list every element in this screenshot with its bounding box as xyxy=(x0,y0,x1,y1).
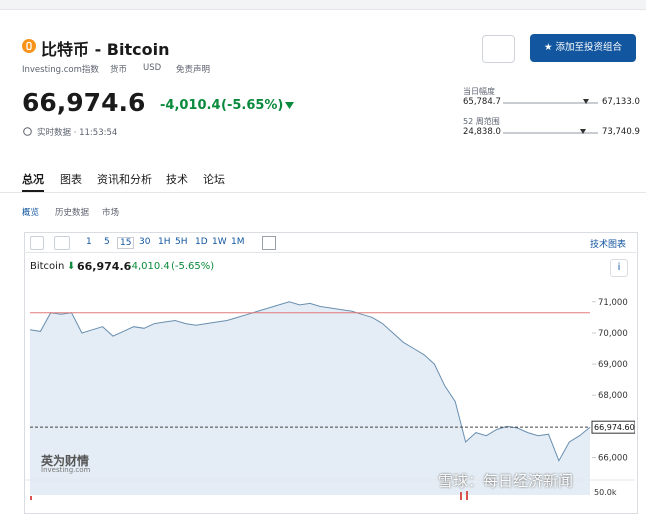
legend-change: -4,010.4 xyxy=(128,261,170,272)
chart-type-icon[interactable] xyxy=(54,236,70,250)
top-bar xyxy=(0,0,646,10)
volume-bar xyxy=(30,496,32,500)
chart-type-icon[interactable] xyxy=(30,236,44,250)
settings-icon[interactable] xyxy=(262,236,276,250)
tab[interactable]: 论坛 xyxy=(203,173,225,186)
interval[interactable]: 5 xyxy=(104,237,110,247)
currency-label: 货币 xyxy=(110,65,128,75)
change-pct: (-5.65%) xyxy=(221,98,284,113)
range-label: 52 周范围 xyxy=(463,117,500,126)
range-high: 67,133.0 xyxy=(602,97,640,107)
tab-underline xyxy=(22,190,44,192)
legend-name: Bitcoin xyxy=(30,261,65,272)
subtab[interactable]: 历史数据 xyxy=(55,208,90,218)
currency[interactable]: USD xyxy=(143,63,162,73)
change: -4,010.4 xyxy=(160,98,221,113)
tab[interactable]: 资讯和分析 xyxy=(97,173,152,186)
range-low: 65,784.7 xyxy=(463,97,501,107)
toolbar-divider xyxy=(24,252,636,253)
realtime: 实时数据 · 11:53:54 xyxy=(37,128,118,138)
volume-bar xyxy=(466,491,468,500)
title: 比特币 - Bitcoin xyxy=(41,40,170,59)
tab[interactable]: 图表 xyxy=(60,173,82,186)
y-tick-label: 69,000 xyxy=(598,360,628,370)
source[interactable]: Investing.com指数 xyxy=(22,65,99,75)
y-tick-label: 70,000 xyxy=(598,329,628,339)
range-low: 24,838.0 xyxy=(463,127,501,137)
range-marker xyxy=(580,129,586,134)
subtab[interactable]: 市场 xyxy=(102,208,120,218)
interval[interactable]: 5H xyxy=(175,237,188,247)
price-line xyxy=(29,301,591,462)
add-portfolio-button[interactable]: ★ 添加至投资组合 xyxy=(530,34,636,62)
interval[interactable]: 1W xyxy=(212,237,227,247)
range-bar xyxy=(503,132,598,134)
subtab[interactable]: 概览 xyxy=(22,208,40,218)
alert-button[interactable] xyxy=(482,35,515,63)
tab[interactable]: 总况 xyxy=(22,173,44,186)
down-arrow xyxy=(285,102,294,109)
button-label: 添加至投资组合 xyxy=(555,42,623,53)
chart: 66,000 68,000 69,000 70,000 71,000 66,974.60 5… xyxy=(25,298,635,500)
range-high: 73,740.9 xyxy=(602,127,640,137)
price: 66,974.6 xyxy=(22,88,146,117)
range-bar xyxy=(503,102,598,104)
clock-icon xyxy=(23,127,32,136)
legend-change-pct: (-5.65%) xyxy=(171,261,215,272)
tab-divider xyxy=(0,192,646,193)
range-label: 当日幅度 xyxy=(463,87,495,96)
overlay-watermark: 雪球：每日经济新闻 xyxy=(438,472,574,490)
range-marker xyxy=(583,99,589,104)
current-price-box xyxy=(591,420,635,434)
legend-price: 66,974.6 xyxy=(77,260,132,273)
interval[interactable]: 1M xyxy=(231,237,245,247)
disclaimer[interactable]: 免责声明 xyxy=(176,65,211,75)
watermark-brand: 英为财情 xyxy=(41,454,90,468)
y-tick-label: 71,000 xyxy=(598,298,628,308)
legend-arrow: ⬇ xyxy=(67,261,76,272)
y-tick-label: 66,000 xyxy=(598,454,628,464)
y-tick-label: 68,000 xyxy=(598,391,628,401)
watermark-site: Investing.com xyxy=(41,466,91,474)
tab[interactable]: 技术 xyxy=(166,173,188,186)
interval[interactable]: 15 xyxy=(117,237,135,249)
interval[interactable]: 1D xyxy=(195,237,208,247)
interval[interactable]: 1H xyxy=(158,237,171,247)
volume-bar xyxy=(460,492,462,500)
interval[interactable]: 1 xyxy=(86,237,92,247)
info-button[interactable]: i xyxy=(610,259,628,277)
advanced-chart[interactable]: 技术图表 xyxy=(590,240,627,250)
interval[interactable]: 30 xyxy=(139,237,151,247)
coin-icon xyxy=(22,39,36,53)
current-price-label: 66,974.60 xyxy=(594,423,635,432)
volume-tick-label: 50.0k xyxy=(594,488,617,497)
area-fill xyxy=(30,301,590,495)
